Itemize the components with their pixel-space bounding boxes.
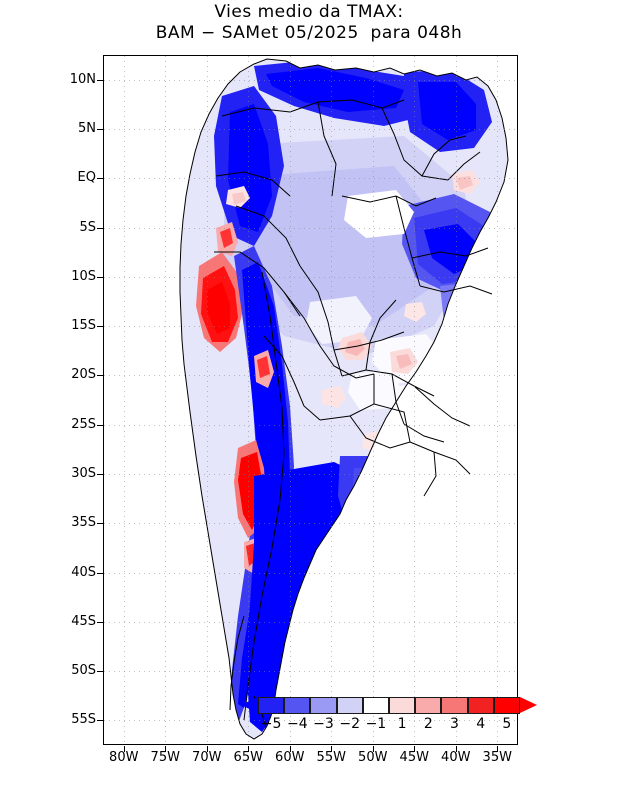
colorbar-tick-label: 2: [423, 716, 433, 732]
x-tick-mark: [123, 746, 125, 752]
colorbar-tick-label: −5: [260, 716, 282, 732]
y-tick-mark: [97, 326, 103, 328]
y-tick-label: 20S: [71, 367, 96, 383]
y-tick-label: 55S: [71, 712, 96, 728]
colorbar[interactable]: [241, 697, 537, 714]
x-tick-label: 35W: [482, 750, 512, 765]
x-tick-mark: [289, 746, 291, 752]
colorbar-tick-label: 4: [476, 716, 486, 732]
y-tick-label: 45S: [71, 613, 96, 629]
y-tick-label: 10S: [71, 268, 96, 284]
y-tick-mark: [97, 671, 103, 673]
map-plot-area: [103, 55, 518, 745]
y-tick-mark: [97, 178, 103, 180]
y-tick-label: 50S: [71, 663, 96, 679]
colorbar-tick-label: −1: [365, 716, 387, 732]
y-tick-label: 5N: [78, 120, 96, 136]
colorbar-tick-label: −2: [339, 716, 360, 732]
y-tick-label: 10N: [69, 71, 96, 87]
x-tick-mark: [414, 746, 416, 752]
colorbar-tick-label: 3: [450, 716, 459, 732]
colorbar-segment: [493, 697, 520, 714]
y-tick-mark: [97, 424, 103, 426]
colorbar-segment: [389, 697, 416, 714]
x-tick-label: 55W: [316, 750, 346, 765]
colorbar-tick-label: −3: [313, 716, 334, 732]
colorbar-over-cap: [520, 697, 537, 713]
y-tick-mark: [97, 79, 103, 81]
colorbar-tick-label: 5: [502, 716, 512, 732]
colorbar-segment: [336, 697, 363, 714]
y-tick-label: 15S: [71, 318, 96, 334]
y-tick-mark: [97, 276, 103, 278]
title-line-2: BAM − SAMet 05/2025 para 048h: [155, 23, 463, 43]
y-tick-mark: [97, 572, 103, 574]
colorbar-segment: [467, 697, 494, 714]
y-tick-label: 30S: [71, 465, 96, 481]
colorbar-tick-label: 1: [397, 716, 407, 732]
y-tick-mark: [97, 523, 103, 525]
y-tick-mark: [97, 375, 103, 377]
x-tick-label: 40W: [441, 750, 471, 765]
x-tick-label: 70W: [192, 750, 222, 765]
x-tick-mark: [248, 746, 250, 752]
y-tick-label: 35S: [71, 515, 96, 531]
colorbar-segment: [441, 697, 468, 714]
y-tick-mark: [97, 621, 103, 623]
colorbar-tick-label: −4: [286, 716, 308, 732]
x-tick-mark: [372, 746, 374, 752]
x-tick-mark: [206, 746, 208, 752]
colorbar-under-cap: [241, 697, 258, 713]
colorbar-segment: [362, 697, 389, 714]
y-tick-mark: [97, 227, 103, 229]
x-tick-mark: [165, 746, 167, 752]
figure-title: Vies medio da TMAX: BAM − SAMet 05/2025 …: [0, 2, 618, 44]
title-line-1: Vies medio da TMAX:: [214, 2, 404, 22]
tmax-bias-field: [104, 56, 517, 744]
y-tick-mark: [97, 720, 103, 722]
x-tick-label: 50W: [358, 750, 388, 765]
y-tick-label: EQ: [77, 170, 96, 186]
x-tick-label: 45W: [399, 750, 429, 765]
x-tick-mark: [497, 746, 499, 752]
x-tick-label: 65W: [233, 750, 263, 765]
y-tick-label: 25S: [71, 416, 96, 432]
x-tick-label: 60W: [275, 750, 305, 765]
y-tick-mark: [97, 473, 103, 475]
x-tick-label: 75W: [150, 750, 180, 765]
y-tick-mark: [97, 128, 103, 130]
colorbar-segment: [258, 697, 285, 714]
colorbar-segment: [284, 697, 311, 714]
y-tick-label: 40S: [71, 564, 96, 580]
colorbar-segment: [310, 697, 337, 714]
x-tick-mark: [455, 746, 457, 752]
map-field-clip: [104, 56, 517, 744]
x-tick-label: 80W: [109, 750, 139, 765]
x-tick-mark: [331, 746, 333, 752]
colorbar-segment: [415, 697, 442, 714]
y-tick-label: 5S: [79, 219, 96, 235]
